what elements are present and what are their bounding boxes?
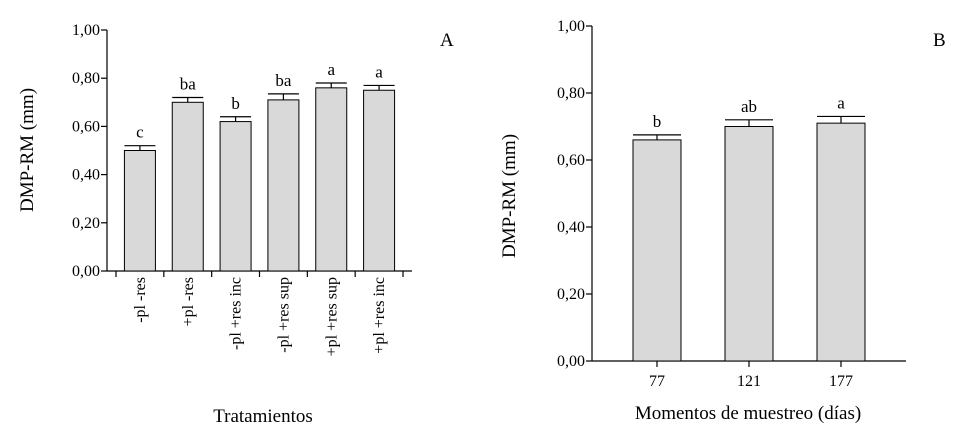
panel-a-sig-label: ba [275, 71, 292, 90]
panel-a-xlabel: Tratamientos [213, 406, 313, 427]
panel-a-sig-label: a [327, 60, 335, 79]
panel-a-category-label: -pl -res [132, 277, 149, 323]
panel-a-letter: A [440, 30, 454, 51]
panel-b-category-label: 77 [649, 373, 665, 390]
panel-b-bar [632, 139, 682, 362]
panel-a-bar [171, 101, 204, 272]
panel-b-sig-label: ab [741, 97, 757, 116]
panel-a-category-label: +pl -res [180, 277, 197, 326]
panel-b-sig-label: a [837, 93, 845, 112]
panel-a-sig-label: b [231, 94, 240, 113]
panel-a-bar [363, 89, 396, 272]
panel-a-ytick-label: 0,00 [72, 263, 100, 280]
panel-a-ytick-label: 0,40 [72, 167, 100, 184]
panel-b-ytick-label: 1,00 [557, 18, 585, 35]
panel-a-bar [315, 87, 348, 272]
panel-b-category-label: 177 [829, 373, 853, 390]
panel-a-bar [219, 121, 252, 272]
panel-a-category-label: -pl +res sup [275, 277, 292, 353]
panel-a-sig-label: ba [180, 74, 197, 93]
panel-a: DMP-RM (mm) Tratamientos A 0,00 0,20 0,40 0… [17, 22, 454, 427]
panel-b-bar [816, 122, 866, 362]
panel-b-bar [724, 126, 774, 362]
panel-a-category-label: +pl +res inc [371, 277, 388, 354]
panel-a-category-label: +pl +res sup [323, 277, 340, 356]
panel-b-ytick-label: 0,40 [557, 219, 585, 236]
panel-b-ylabel: DMP-RM (mm) [499, 134, 520, 258]
panel-b: DMP-RM (mm) Momentos de muestreo (días) … [499, 18, 946, 424]
panel-a-sig-label: c [136, 123, 144, 142]
panel-a-ytick-label: 0,80 [72, 70, 100, 87]
panel-b-ytick-label: 0,80 [557, 85, 585, 102]
panel-b-ytick-label: 0,00 [557, 353, 585, 370]
panel-b-ytick-label: 0,20 [557, 286, 585, 303]
panel-b-ytick-label: 0,60 [557, 152, 585, 169]
panel-b-letter: B [933, 30, 946, 51]
panel-b-sig-label: b [653, 112, 662, 131]
panel-a-bar [267, 99, 300, 272]
panel-a-ylabel: DMP-RM (mm) [17, 88, 38, 212]
panel-a-sig-label: a [375, 62, 383, 81]
panel-a-ytick-label: 1,00 [72, 22, 100, 39]
panel-b-xlabel: Momentos de muestreo (días) [635, 403, 861, 424]
panel-a-category-label: -pl +res inc [228, 277, 245, 350]
panel-b-plot: 0,00 0,20 0,40 0,60 0,80 1,00 b 77 ab 121 a 177 [557, 18, 906, 390]
panel-b-category-label: 121 [737, 373, 761, 390]
panel-a-ytick-label: 0,60 [72, 118, 100, 135]
panel-a-bar [123, 150, 156, 272]
panel-a-ytick-label: 0,20 [72, 215, 100, 232]
